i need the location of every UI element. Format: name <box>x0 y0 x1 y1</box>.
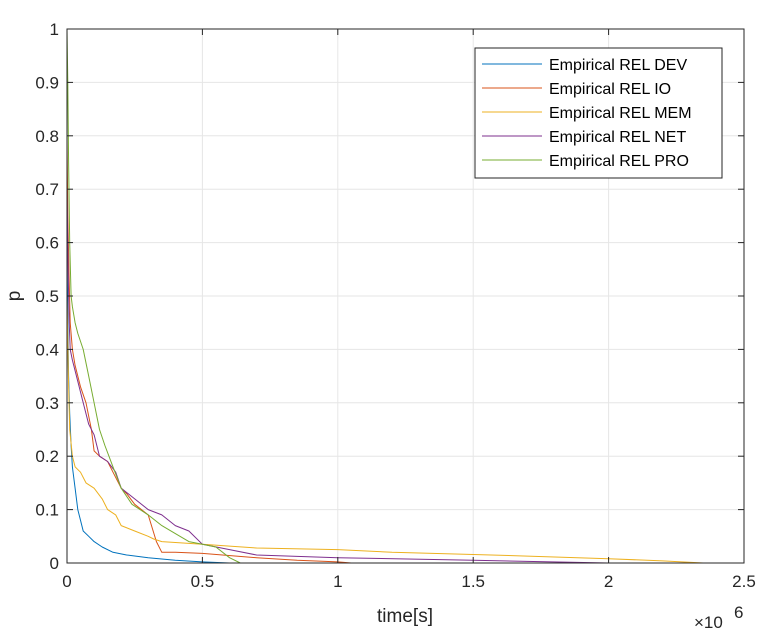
y-tick-label: 1 <box>50 20 59 39</box>
legend-label: Empirical REL IO <box>549 81 671 98</box>
axis-ticks <box>66 28 745 564</box>
y-tick-label: 0.3 <box>35 394 59 413</box>
y-tick-label: 0.4 <box>35 340 59 359</box>
series-line-4 <box>66 28 241 564</box>
legend-box <box>474 47 723 179</box>
y-tick-label: 0.5 <box>35 287 59 306</box>
y-tick-label: 0.7 <box>35 180 59 199</box>
x-axis-multiplier: ×10 6 <box>694 603 743 632</box>
x-tick-label: 0 <box>62 572 71 591</box>
x-tick-label: 1.5 <box>461 572 485 591</box>
x-tick-label: 2 <box>604 572 613 591</box>
y-axis-label: p <box>4 291 25 302</box>
legend-label: Empirical REL PRO <box>549 153 689 170</box>
y-tick-label: 0.6 <box>35 234 59 253</box>
x-axis-label: time[s] <box>377 606 433 627</box>
legend: Empirical REL DEV Empirical REL IO Empiric… <box>474 47 723 179</box>
legend-label: Empirical REL MEM <box>549 105 692 122</box>
y-tick-label: 0.9 <box>35 73 59 92</box>
y-tick-label: 0.2 <box>35 447 59 466</box>
x-multiplier-base: ×10 <box>694 613 723 632</box>
y-tick-label: 0.1 <box>35 501 59 520</box>
x-multiplier-exponent: 6 <box>734 603 743 622</box>
legend-label: Empirical REL DEV <box>549 57 687 74</box>
y-tick-label: 0.8 <box>35 127 59 146</box>
x-tick-label: 1 <box>333 572 342 591</box>
x-tick-label: 0.5 <box>191 572 215 591</box>
x-tick-labels: 0 0.5 1 1.5 2 2.5 <box>62 572 756 591</box>
legend-label: Empirical REL NET <box>549 129 686 146</box>
y-tick-labels: 0 0.1 0.2 0.3 0.4 0.5 0.6 0.7 0.8 0.9 1 <box>35 20 59 573</box>
y-tick-label: 0 <box>50 554 59 573</box>
series-line-3 <box>66 189 609 564</box>
series-line-2 <box>66 295 704 564</box>
x-tick-label: 2.5 <box>732 572 756 591</box>
